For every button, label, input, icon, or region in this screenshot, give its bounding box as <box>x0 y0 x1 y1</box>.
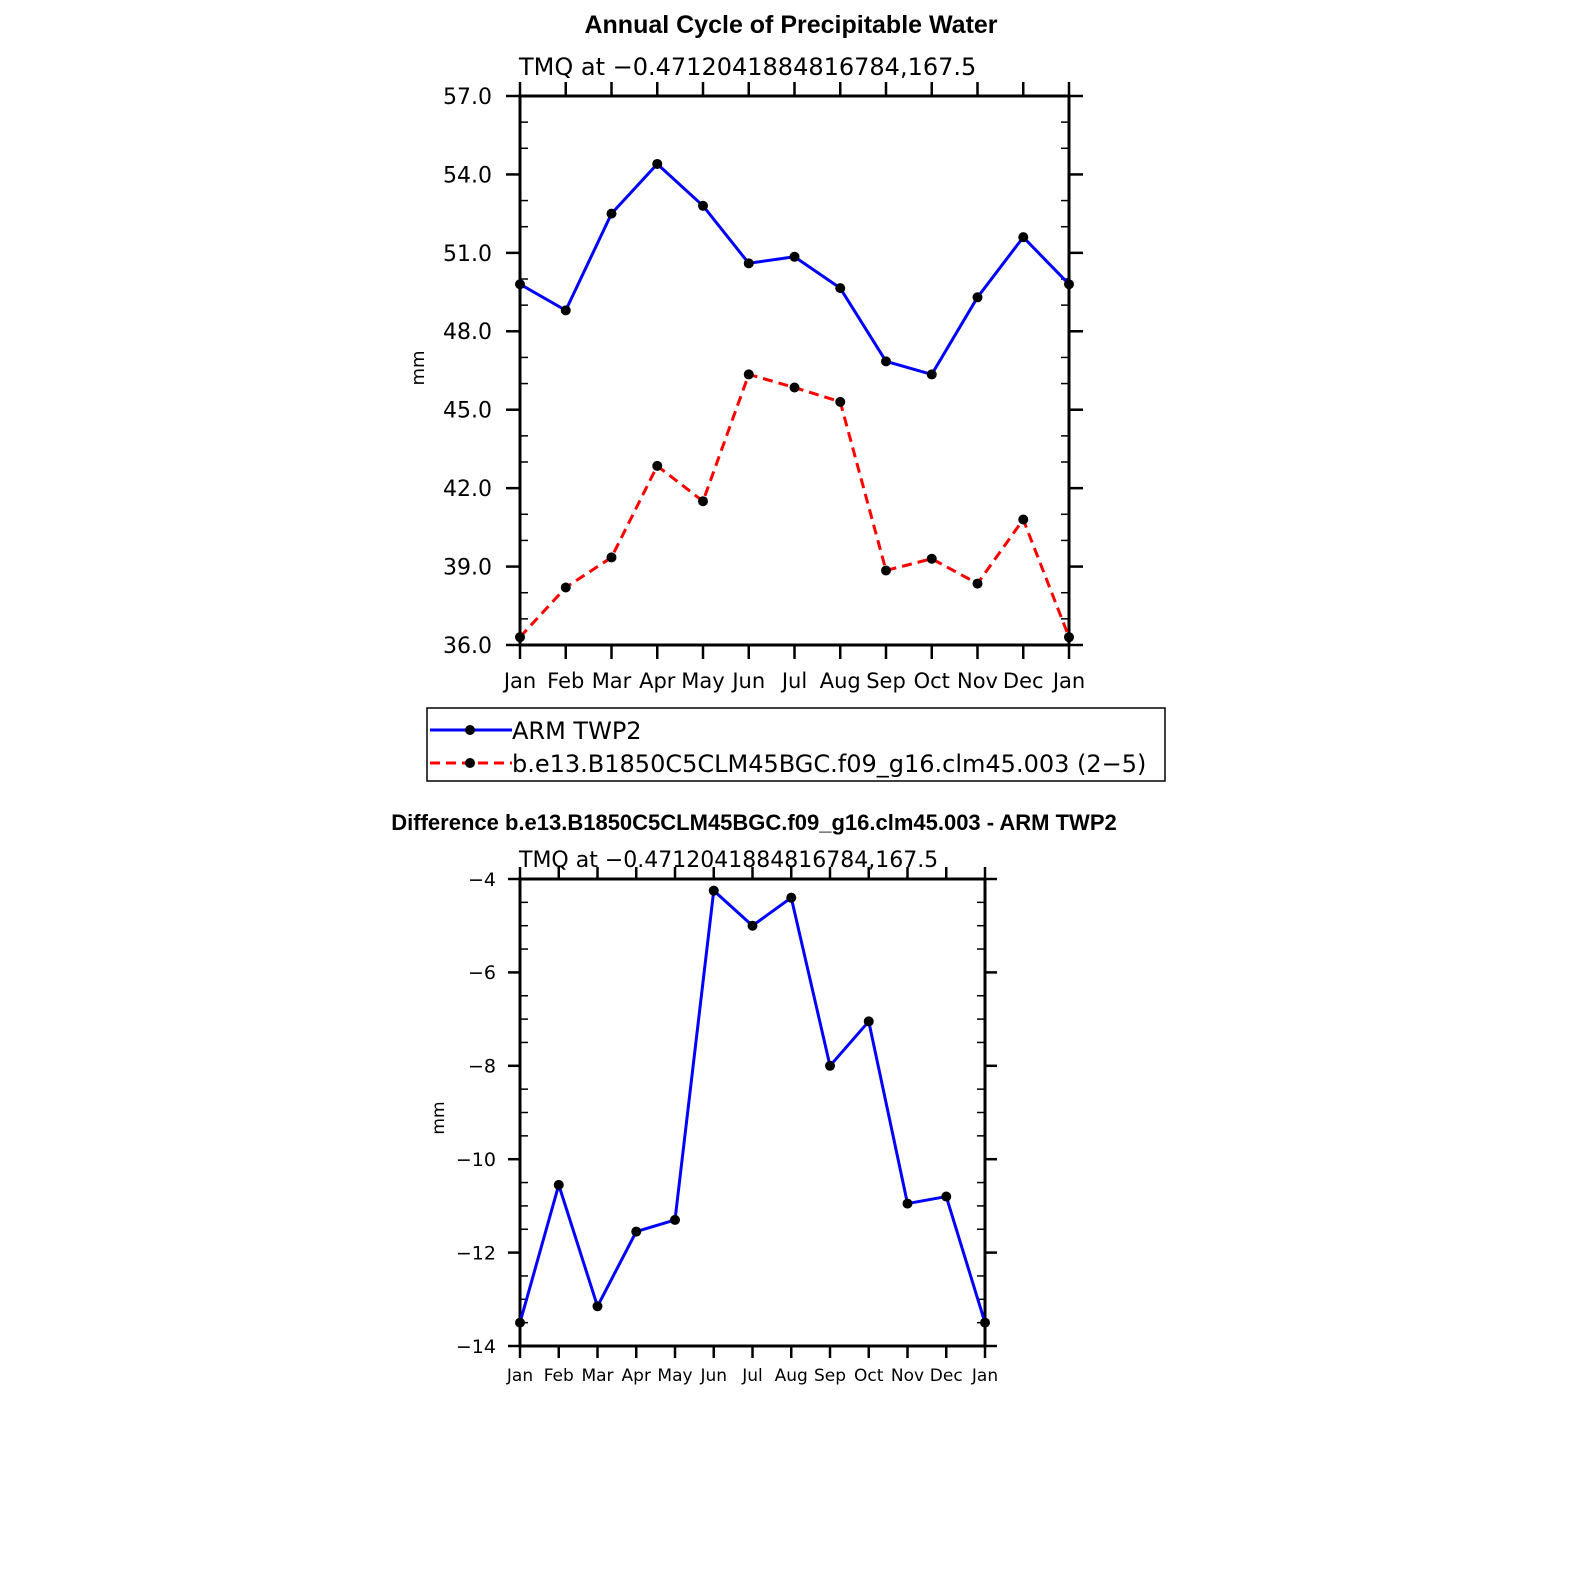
series-0-point <box>972 292 983 303</box>
series-0-point <box>708 885 719 896</box>
series-0-point <box>631 1226 642 1237</box>
x-tick-label: Jun <box>730 669 765 693</box>
y-tick-label: 36.0 <box>443 634 492 659</box>
series-1-point <box>515 632 525 643</box>
series-0-point <box>881 356 891 367</box>
y-tick-label: 39.0 <box>443 555 492 580</box>
bottom-plot-area: −14 −12 −10 −8 −6 −4 Jan Feb Mar Apr May Jun Jul Aug S… <box>456 867 998 1386</box>
series-0-point <box>652 158 663 169</box>
series-1-point <box>652 460 663 471</box>
series-1-point <box>560 582 571 593</box>
top-chart-subtitle: TMQ at −0.4712041884816784,167.5 <box>518 53 976 81</box>
series-0-point <box>941 1191 952 1202</box>
series-1-point <box>926 553 937 564</box>
legend-entry-arm-twp2: ARM TWP2 <box>430 717 642 745</box>
x-tick-label: Jul <box>741 1366 763 1386</box>
x-tick-label: Dec <box>930 1366 963 1386</box>
x-tick-label: Nov <box>957 669 998 693</box>
series-1-point <box>972 578 983 589</box>
series-1-point <box>881 565 891 576</box>
series-0-point <box>825 1060 835 1071</box>
y-tick-label: 51.0 <box>443 242 492 267</box>
x-tick-label: Sep <box>814 1366 846 1386</box>
series-1-point <box>606 552 617 563</box>
x-tick-label: Aug <box>820 669 861 693</box>
x-tick-label: May <box>657 1366 692 1386</box>
legend: ARM TWP2 b.e13.B1850C5CLM45BGC.f09_g16.c… <box>426 707 1166 782</box>
legend-marker-model <box>465 758 475 768</box>
series-0-point <box>926 369 937 380</box>
x-tick-label: Nov <box>891 1366 924 1386</box>
series-1-point <box>789 382 800 393</box>
bottom-chart-title: Difference b.e13.B1850C5CLM45BGC.f09_g16… <box>391 810 1116 835</box>
y-tick-label: −10 <box>456 1149 496 1171</box>
series-1-point <box>698 496 708 507</box>
series-0-point <box>560 305 571 316</box>
x-tick-label: Feb <box>547 669 584 693</box>
x-tick-label: Aug <box>775 1366 808 1386</box>
y-tick-label: 54.0 <box>443 163 492 188</box>
top-plot-area: 36.0 39.0 42.0 45.0 48.0 51.0 54.0 57.0 Jan Feb Ma… <box>443 82 1085 693</box>
series-0-point <box>743 258 754 269</box>
x-tick-label: Feb <box>544 1366 574 1386</box>
legend-label-arm-twp2: ARM TWP2 <box>512 717 642 745</box>
series-0-point <box>670 1214 680 1225</box>
series-0-point <box>786 892 797 903</box>
x-tick-label: Jan <box>971 1366 998 1386</box>
legend-box <box>426 707 1166 782</box>
series-0-point <box>980 1317 990 1328</box>
series-0-point <box>789 251 800 262</box>
bottom-chart-subtitle: TMQ at −0.4712041884816784,167.5 <box>518 848 938 873</box>
x-tick-label: Jan <box>506 1366 533 1386</box>
top-chart-ylabel: mm <box>408 350 429 385</box>
series-0-point <box>515 1317 525 1328</box>
x-tick-label: Mar <box>581 1366 613 1386</box>
series-0-point <box>515 279 525 290</box>
x-tick-label: Jul <box>780 669 807 693</box>
x-tick-label: Mar <box>592 669 632 693</box>
x-tick-label: Jun <box>699 1366 727 1386</box>
y-tick-label: −14 <box>456 1336 496 1358</box>
bottom-chart-ylabel: mm <box>429 1101 449 1134</box>
y-tick-label: 57.0 <box>443 85 492 110</box>
series-0-point <box>1018 232 1029 243</box>
legend-entry-model: b.e13.B1850C5CLM45BGC.f09_g16.clm45.003 … <box>430 750 1146 778</box>
x-tick-label: Oct <box>854 1366 884 1386</box>
x-tick-label: Apr <box>639 669 676 693</box>
series-0-point <box>902 1198 913 1209</box>
series-0-point <box>553 1179 564 1190</box>
series-0-point <box>606 208 617 219</box>
y-tick-label: −12 <box>456 1242 496 1264</box>
series-0-point <box>698 200 708 211</box>
x-tick-label: Sep <box>866 669 906 693</box>
legend-marker-arm-twp2 <box>465 725 475 735</box>
series-1-point <box>1018 514 1029 525</box>
y-tick-label: 48.0 <box>443 320 492 345</box>
x-tick-label: May <box>681 669 724 693</box>
y-tick-label: −6 <box>468 962 496 984</box>
legend-label-model: b.e13.B1850C5CLM45BGC.f09_g16.clm45.003 … <box>512 750 1146 778</box>
y-tick-label: −4 <box>468 869 496 891</box>
series-0-point <box>1064 279 1074 290</box>
top-chart-title: Annual Cycle of Precipitable Water <box>584 11 997 39</box>
x-tick-label: Jan <box>502 669 536 693</box>
y-tick-label: 42.0 <box>443 477 492 502</box>
x-tick-label: Dec <box>1003 669 1044 693</box>
series-0-point <box>592 1301 603 1312</box>
series-1-point <box>835 396 846 407</box>
x-tick-label: Oct <box>914 669 950 693</box>
series-1-point <box>1064 632 1074 643</box>
series-0-point <box>835 283 846 294</box>
series-1-point <box>743 369 754 380</box>
series-0-point <box>863 1016 874 1027</box>
x-tick-label: Jan <box>1051 669 1085 693</box>
x-tick-label: Apr <box>622 1366 651 1386</box>
y-tick-label: −8 <box>468 1056 496 1078</box>
y-tick-label: 45.0 <box>443 399 492 424</box>
series-0-point <box>747 920 758 931</box>
